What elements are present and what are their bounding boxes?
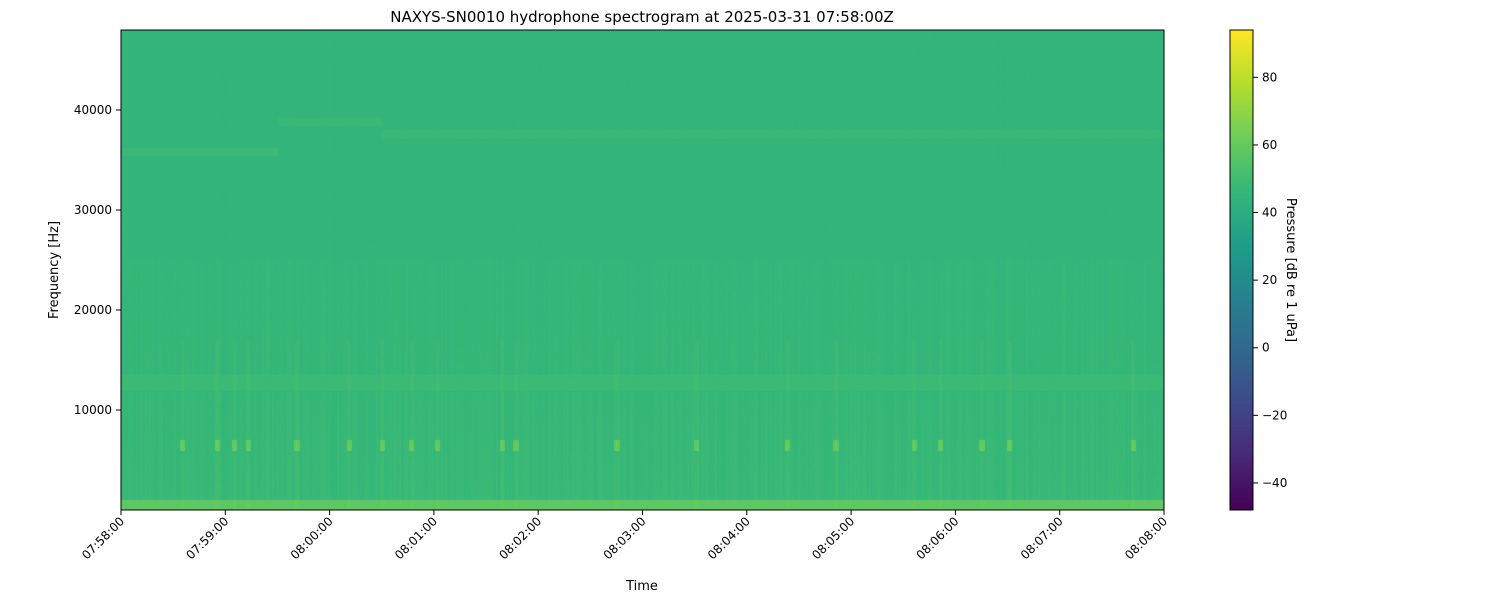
x-tick-label: 07:58:00 bbox=[79, 514, 127, 562]
x-tick-label: 08:02:00 bbox=[496, 514, 544, 562]
chart-title: NAXYS-SN0010 hydrophone spectrogram at 2… bbox=[390, 8, 894, 26]
x-tick-label: 08:06:00 bbox=[914, 514, 962, 562]
colorbar-tick-label: 40 bbox=[1262, 206, 1277, 220]
x-tick-label: 08:05:00 bbox=[809, 514, 857, 562]
x-tick-label: 08:01:00 bbox=[392, 514, 440, 562]
colorbar-frame bbox=[1229, 29, 1254, 511]
colorbar-tick-label: 60 bbox=[1262, 138, 1277, 152]
x-tick-label: 08:08:00 bbox=[1122, 514, 1170, 562]
x-tick-label: 08:00:00 bbox=[288, 514, 336, 562]
colorbar-tick-label: 20 bbox=[1262, 273, 1277, 287]
plot-frame bbox=[120, 29, 1165, 511]
colorbar-tick-label: −20 bbox=[1262, 408, 1287, 422]
colorbar-tick-label: −40 bbox=[1262, 476, 1287, 490]
x-tick-label: 08:04:00 bbox=[705, 514, 753, 562]
y-axis-label: Frequency [Hz] bbox=[47, 221, 62, 319]
x-tick-label: 07:59:00 bbox=[183, 514, 231, 562]
x-axis-label: Time bbox=[625, 579, 658, 594]
y-tick-label: 20000 bbox=[74, 303, 112, 317]
x-tick-label: 08:03:00 bbox=[601, 514, 649, 562]
x-tick-label: 08:07:00 bbox=[1018, 514, 1066, 562]
colorbar-gradient bbox=[1230, 30, 1253, 510]
colorbar-tick-label: 80 bbox=[1262, 70, 1277, 84]
colorbar-tick-label: 0 bbox=[1262, 341, 1270, 355]
y-tick-label: 30000 bbox=[74, 203, 112, 217]
spectrogram-heatmap bbox=[121, 30, 1164, 510]
y-tick-label: 40000 bbox=[74, 103, 112, 117]
colorbar-label: Pressure [dB re 1 uPa] bbox=[1283, 198, 1298, 342]
y-tick-label: 10000 bbox=[74, 403, 112, 417]
